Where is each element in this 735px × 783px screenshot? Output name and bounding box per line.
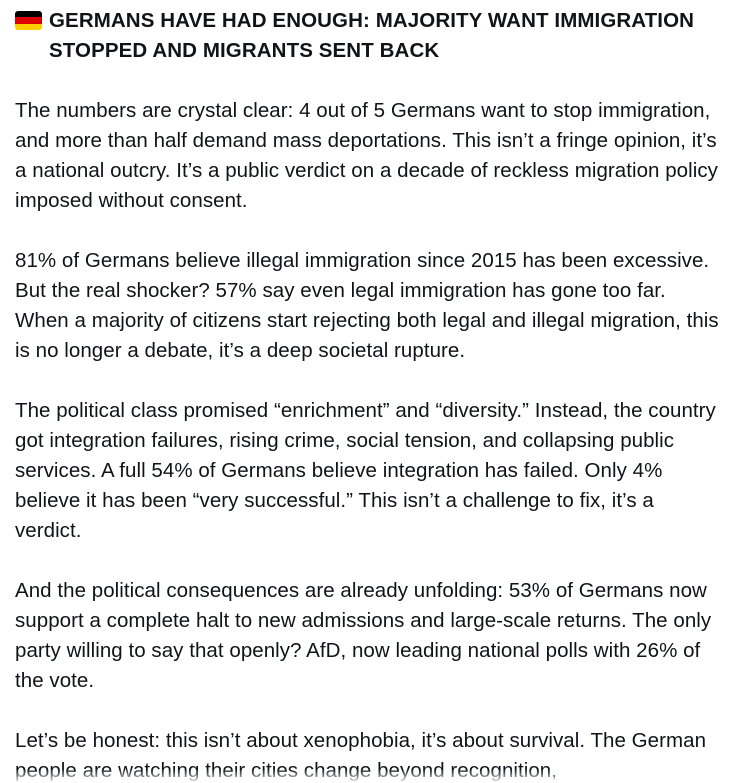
headline-text: GERMANS HAVE HAD ENOUGH: MAJORITY WANT I… [49, 9, 695, 62]
post-paragraph-4: And the political consequences are alrea… [15, 579, 712, 692]
post-paragraph-3: The political class promised “enrichment… [15, 399, 716, 542]
post-paragraph-1: The numbers are crystal clear: 4 out of … [15, 99, 718, 212]
germany-flag-icon [15, 11, 42, 30]
post-headline: GERMANS HAVE HAD ENOUGH: MAJORITY WANT I… [15, 6, 721, 66]
post-paragraph-5: Let’s be honest: this isn’t about xenoph… [15, 729, 707, 782]
post-paragraph-2: 81% of Germans believe illegal immigrati… [15, 249, 719, 362]
